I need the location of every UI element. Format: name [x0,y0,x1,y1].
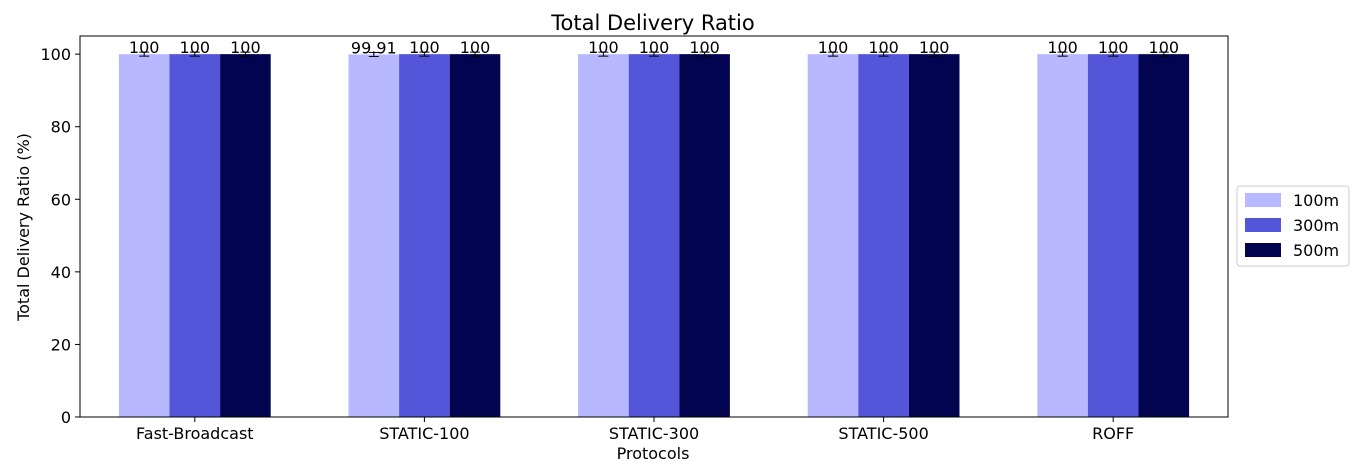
y-tick-label: 80 [51,118,71,137]
data-label: 100 [409,38,440,57]
data-label: 100 [230,38,261,57]
data-label: 100 [180,38,211,57]
y-tick-label: 60 [51,190,71,209]
data-label: 99.91 [351,38,397,57]
x-tick-label: STATIC-500 [838,424,928,443]
y-tick-label: 0 [61,408,71,427]
legend-swatch [1245,218,1281,232]
bar [858,54,909,418]
bar [679,54,730,418]
data-label: 100 [588,38,619,57]
legend-label: 300m [1293,216,1339,235]
bar [1138,54,1190,418]
y-axis: 0 20 40 60 80 100 [40,45,80,427]
x-tick-label: ROFF [1092,424,1134,443]
bar [449,54,501,418]
plot-area: 100 100 100 99.91 100 100 100 100 100 100 100 100 10… [118,38,1190,418]
bar [1087,54,1139,418]
bar [348,54,400,418]
bar [578,54,629,418]
data-label: 100 [639,38,670,57]
legend-swatch [1245,193,1281,207]
legend-label: 500m [1293,241,1339,260]
x-tick-label: STATIC-300 [609,424,699,443]
data-label: 100 [818,38,849,57]
bar [908,54,960,418]
legend: 100m 300m 500m [1236,185,1350,267]
data-label: 100 [1047,38,1078,57]
legend-label: 100m [1293,191,1339,210]
y-tick-label: 100 [40,45,71,64]
bar [1037,54,1088,418]
y-tick-label: 40 [51,263,71,282]
x-tick-label: Fast-Broadcast [136,424,254,443]
bar [118,54,170,418]
data-label: 100 [689,38,720,57]
bar [399,54,450,418]
data-label: 100 [129,38,160,57]
x-axis-label: Protocols [617,444,690,463]
x-tick-label: STATIC-100 [379,424,469,443]
y-axis-label: Total Delivery Ratio (%) [14,133,33,322]
bar [220,54,271,418]
bar [628,54,680,418]
bar [807,54,859,418]
data-label: 100 [919,38,950,57]
x-axis: Fast-Broadcast STATIC-100 STATIC-300 STATIC… [136,417,1134,443]
data-label: 100 [1098,38,1129,57]
bar [169,54,221,418]
data-label: 100 [1149,38,1180,57]
chart-title: Total Delivery Ratio [550,11,754,35]
data-label: 100 [460,38,491,57]
y-tick-label: 20 [51,335,71,354]
data-label: 100 [868,38,899,57]
legend-swatch [1245,243,1281,257]
